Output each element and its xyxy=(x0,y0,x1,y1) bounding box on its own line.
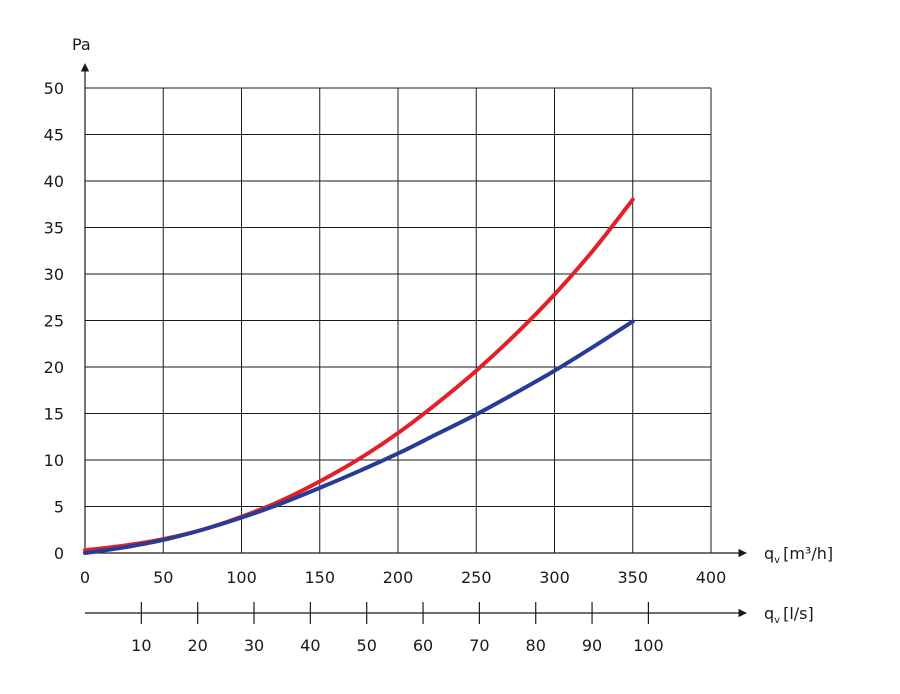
secondary-x-tick-label: 40 xyxy=(300,636,320,655)
secondary-x-tick-label: 80 xyxy=(526,636,546,655)
x-axis-label: qv [m³/h] xyxy=(764,544,833,566)
x-tick-label: 50 xyxy=(153,568,173,587)
y-axis-label: Pa xyxy=(72,35,91,54)
y-tick-label: 10 xyxy=(44,451,64,470)
x-tick-label: 350 xyxy=(617,568,648,587)
series-line-2 xyxy=(83,319,635,555)
y-tick-label: 25 xyxy=(44,312,64,331)
secondary-x-tick-label: 20 xyxy=(188,636,208,655)
y-tick-label: 45 xyxy=(44,126,64,145)
y-tick-label: 0 xyxy=(54,544,64,563)
secondary-x-tick-label: 50 xyxy=(357,636,377,655)
x-tick-label: 400 xyxy=(696,568,727,587)
y-tick-label: 30 xyxy=(44,265,64,284)
x-tick-label: 300 xyxy=(539,568,570,587)
series xyxy=(83,197,635,555)
secondary-x-axis-label-sub: v xyxy=(774,615,780,626)
secondary-x-tick-label: 100 xyxy=(633,636,664,655)
x-tick-label: 100 xyxy=(226,568,257,587)
x-axis-label-sub: v xyxy=(774,555,780,566)
x-axis-label-main: q xyxy=(764,544,774,563)
y-tick-label: 20 xyxy=(44,358,64,377)
x-tick-label: 200 xyxy=(383,568,414,587)
secondary-x-tick-label: 90 xyxy=(582,636,602,655)
secondary-x-tick-label: 30 xyxy=(244,636,264,655)
y-tick-label: 15 xyxy=(44,405,64,424)
grid xyxy=(85,87,712,553)
x-tick-label: 150 xyxy=(304,568,335,587)
y-tick-label: 40 xyxy=(44,172,64,191)
y-tick-label: 5 xyxy=(54,498,64,517)
axes xyxy=(80,63,747,618)
x-axis-label-unit: [m³/h] xyxy=(783,544,833,563)
secondary-x-tick-label: 10 xyxy=(131,636,151,655)
tick-labels: 0 5 10 15 20 25 30 35 40 45 50 0 50 100 150 200 250 300 35… xyxy=(44,79,727,655)
secondary-x-tick-label: 60 xyxy=(413,636,433,655)
y-tick-label: 35 xyxy=(44,219,64,238)
x-tick-label: 0 xyxy=(80,568,90,587)
secondary-x-axis-label-main: q xyxy=(764,604,774,623)
y-tick-label: 50 xyxy=(44,79,64,98)
secondary-x-axis-label: qv [l/s] xyxy=(764,604,814,626)
x-tick-label: 250 xyxy=(461,568,492,587)
secondary-x-tick-label: 70 xyxy=(469,636,489,655)
secondary-x-axis-label-unit: [l/s] xyxy=(783,604,814,623)
